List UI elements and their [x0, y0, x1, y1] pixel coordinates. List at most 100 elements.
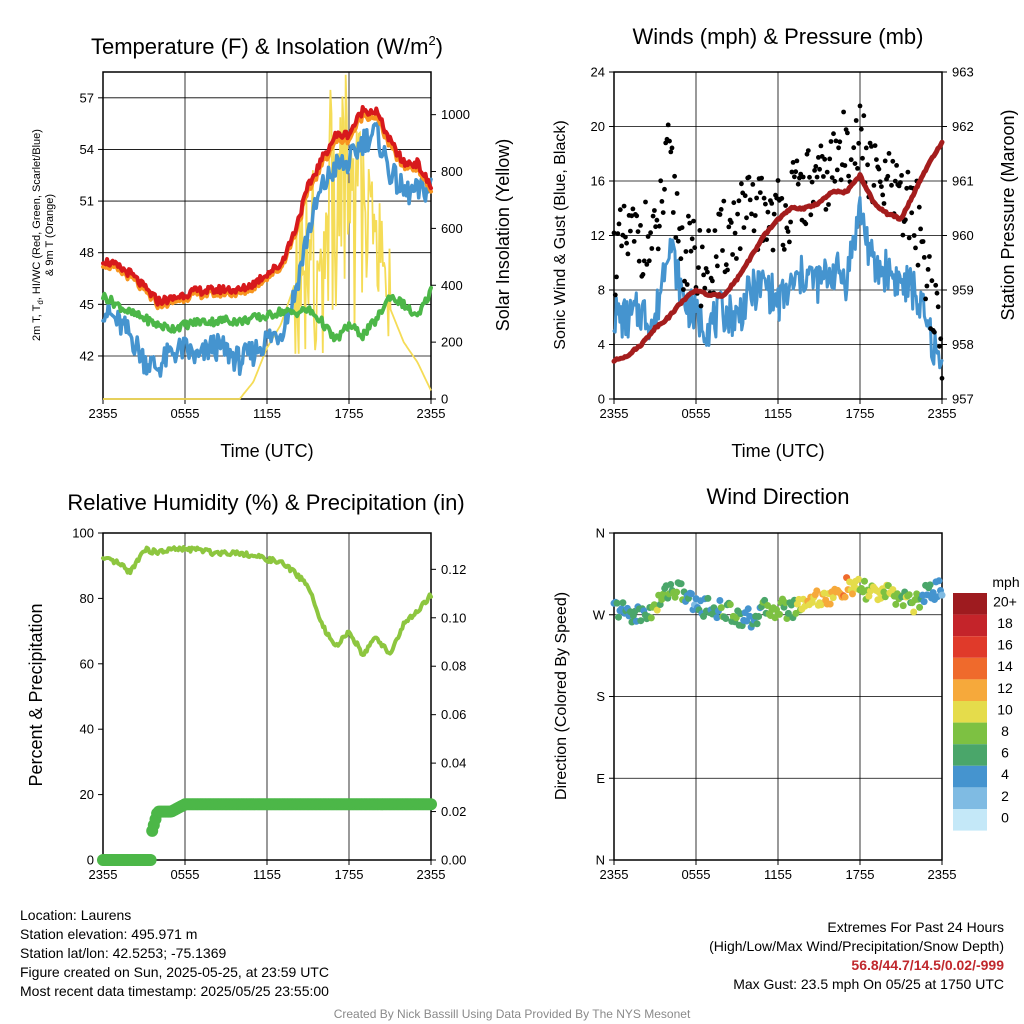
x-tick-label: 0555 [171, 867, 200, 882]
gust-point [672, 173, 677, 179]
location-text: Location: Laurens [20, 907, 132, 923]
extremes-title: Extremes For Past 24 Hours [827, 919, 1004, 935]
gust-point [871, 183, 877, 188]
gust-point [611, 230, 617, 236]
gust-point [913, 245, 918, 251]
gust-point [857, 103, 863, 109]
gust-point [915, 262, 921, 268]
y2-tick-label: 0.12 [441, 562, 466, 577]
direction-point [658, 596, 666, 603]
legend-label: 2 [1001, 788, 1009, 804]
x-tick-label: 1155 [764, 406, 792, 421]
gust-point [765, 209, 771, 215]
gust-point [692, 245, 698, 251]
legend-label: 6 [1001, 745, 1009, 761]
gust-point [885, 173, 891, 179]
direction-point [938, 591, 946, 599]
gust-point [698, 303, 704, 309]
series-line-pressure [611, 139, 945, 364]
gust-point [882, 158, 888, 164]
gust-point [892, 178, 898, 184]
y2-tick-label: 962 [952, 119, 974, 134]
x-tick-label: 1755 [846, 867, 875, 882]
temperature-ylabel-line2: & 9m T (Orange) [44, 194, 56, 276]
gust-point [641, 258, 647, 264]
gust-point [721, 198, 727, 204]
gust-point [699, 244, 705, 250]
series-line-sonic-wind [612, 195, 944, 370]
x-tick-label: 0555 [682, 406, 711, 421]
temperature-title: Temperature (F) & Insolation (W/m2) [91, 33, 443, 59]
legend-label: 18 [997, 615, 1013, 631]
gust-point [886, 151, 892, 156]
gust-point [845, 130, 850, 136]
y2-tick-label: 0.02 [441, 804, 466, 819]
plot-frame [613, 532, 943, 861]
y2-tick-label: 960 [952, 228, 974, 243]
gust-point [803, 221, 809, 227]
gust-point [736, 198, 742, 204]
direction-point [722, 615, 730, 622]
gust-point [804, 151, 810, 157]
gust-point [889, 182, 894, 188]
gust-point [834, 167, 840, 173]
x-tick-label: 1755 [846, 406, 875, 421]
x-tick-label: 2355 [417, 867, 446, 882]
gust-point [812, 168, 817, 173]
gust-point [898, 180, 903, 185]
y-tick-label: 45 [80, 297, 94, 312]
series-line-rh [101, 545, 433, 657]
gust-points [611, 103, 945, 381]
direction-point [717, 604, 725, 612]
y-tick-label: 24 [591, 65, 605, 80]
gust-point [720, 248, 725, 253]
gust-point [813, 164, 819, 169]
y-tick-label: 54 [80, 142, 94, 157]
gust-point [702, 285, 708, 291]
gust-point [880, 192, 886, 198]
y2-tick-label: 0.06 [441, 707, 466, 722]
gust-point [805, 148, 811, 154]
gust-point [761, 195, 767, 201]
gust-point [808, 212, 814, 218]
gust-point [894, 163, 899, 168]
y2-tick-label: 961 [952, 174, 974, 189]
y-tick-label: W [593, 607, 606, 622]
y-tick-label: 57 [80, 90, 94, 105]
gust-point [836, 145, 841, 151]
legend-swatch [953, 614, 987, 637]
direction-point [899, 602, 907, 610]
temperature-xlabel: Time (UTC) [220, 441, 313, 461]
y2-tick-label: 1000 [441, 107, 470, 122]
gust-point [771, 211, 777, 217]
gust-point [658, 178, 664, 184]
direction-point [677, 580, 685, 588]
gust-point [877, 179, 883, 185]
gust-point [749, 211, 754, 217]
y-tick-label: 100 [72, 526, 94, 541]
y-tick-label: N [596, 526, 605, 541]
y2-tick-label: 0 [441, 392, 448, 407]
gust-point [631, 239, 637, 244]
series-line-dewpoint [101, 285, 433, 343]
gust-point [890, 158, 896, 164]
y2-tick-label: 800 [441, 164, 463, 179]
y-tick-label: 48 [80, 245, 94, 260]
y2-tick-label: 0.08 [441, 659, 466, 674]
extremes-values: 56.8/44.7/14.5/0.02/-999 [851, 957, 1004, 973]
gust-point [646, 258, 652, 264]
gust-point [615, 231, 621, 237]
direction-point [826, 600, 834, 608]
direction-title: Wind Direction [706, 484, 849, 509]
rh-plot: 2355 0555 1155 1755 23550204060801000.000.02… [72, 526, 466, 883]
gust-point [783, 203, 788, 208]
gust-point [824, 169, 830, 175]
legend-label: 14 [997, 658, 1013, 674]
direction-point [926, 581, 934, 589]
x-tick-label: 2355 [417, 406, 446, 421]
gust-point [814, 174, 820, 180]
y-tick-label: 60 [80, 656, 94, 671]
gust-point [742, 193, 748, 199]
gust-point [846, 173, 851, 179]
gust-point [652, 208, 657, 213]
